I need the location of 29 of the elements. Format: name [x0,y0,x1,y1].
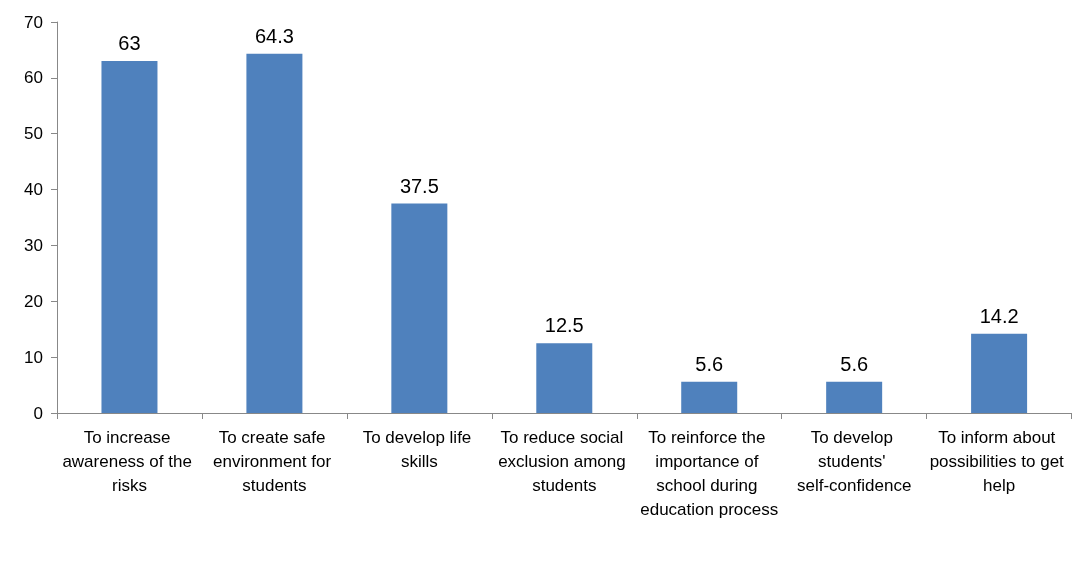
y-tick-label: 20 [24,291,43,311]
bar [101,61,158,413]
x-tick-label: To develop students' self-confidence [796,427,912,495]
x-tick-label: To inform about possibilities to get help [929,427,1069,495]
y-tick-label: 40 [24,180,43,200]
data-label: 63 [118,32,141,55]
bar [536,343,593,413]
bar [971,333,1028,413]
data-label: 37.5 [399,174,439,197]
bar [391,203,448,413]
data-label: 5.6 [840,352,869,375]
data-label: 64.3 [254,24,294,47]
x-tick-label: To develop life skills [362,427,477,471]
bar [246,53,303,413]
bar [681,381,738,413]
data-label: 14.2 [979,304,1019,327]
y-tick-label: 0 [33,403,43,423]
y-tick-label: 60 [24,68,43,88]
y-tick-label: 10 [24,347,43,367]
y-tick-label: 70 [24,12,43,32]
y-tick-label: 30 [24,235,43,255]
data-label: 12.5 [544,314,584,337]
data-label: 5.6 [695,352,724,375]
y-tick-label: 50 [24,124,43,144]
x-tick-label: To reinforce the importance of school during education process [640,427,779,519]
x-tick-label: To increase awareness of the risks [62,427,197,495]
x-tick-label: To reduce social exclusion among students [498,427,631,495]
bar [826,381,883,413]
x-tick-label: To create safe environment for students [212,427,336,495]
